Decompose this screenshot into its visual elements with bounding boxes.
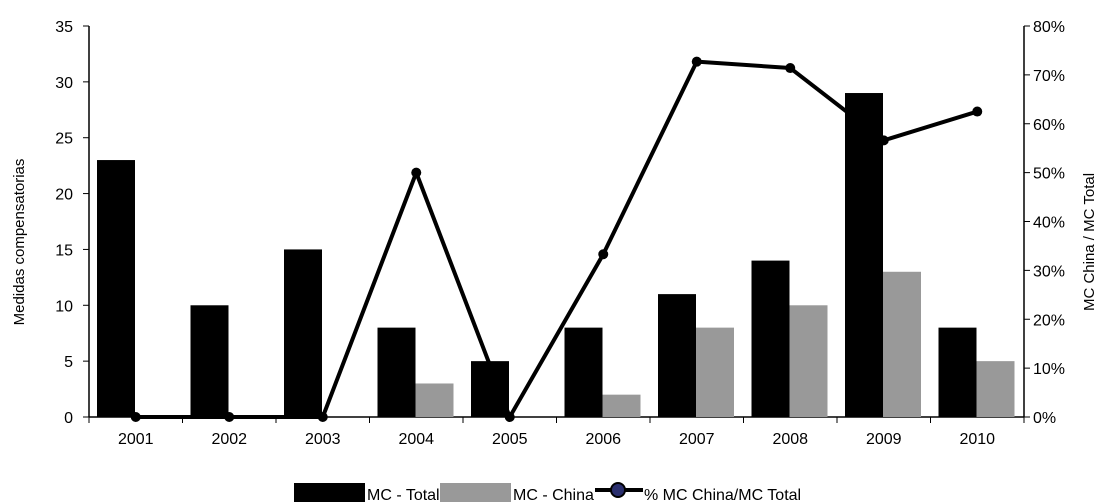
bar-mc-china bbox=[602, 394, 641, 417]
legend-swatch-mc-total bbox=[294, 483, 365, 502]
line-point bbox=[972, 106, 983, 117]
bar-mc-total bbox=[97, 160, 135, 418]
y-tick-label: 5 bbox=[64, 354, 73, 371]
legend-swatch-mc-china bbox=[440, 483, 511, 502]
legend: MC - Total MC - China % MC China/MC Tota… bbox=[294, 482, 801, 502]
x-tick-label: 2002 bbox=[211, 431, 247, 448]
line-point bbox=[317, 412, 328, 422]
y-tick-label: 30 bbox=[55, 75, 73, 92]
line-point bbox=[598, 249, 609, 260]
bar-mc-total bbox=[564, 327, 603, 417]
y2-tick-label: 20% bbox=[1033, 312, 1065, 329]
line-point bbox=[691, 56, 702, 67]
line-point bbox=[130, 412, 141, 422]
bar-mc-total bbox=[938, 327, 977, 417]
line-point bbox=[411, 167, 422, 178]
bar-mc-total bbox=[845, 93, 883, 418]
y-axis-title: Medidas compensatorias bbox=[11, 159, 28, 326]
legend-label-mc-china: MC - China bbox=[513, 487, 594, 502]
y-tick-label: 15 bbox=[55, 242, 73, 259]
x-tick-label: 2004 bbox=[398, 431, 434, 448]
bar-mc-china bbox=[789, 305, 828, 417]
bar-mc-china bbox=[976, 361, 1015, 417]
x-tick-label: 2001 bbox=[118, 431, 154, 448]
y2-tick-label: 50% bbox=[1033, 166, 1065, 183]
x-tick-label: 2009 bbox=[866, 431, 902, 448]
y2-tick-label: 40% bbox=[1033, 215, 1065, 232]
line-point bbox=[224, 412, 235, 422]
line-point bbox=[785, 63, 796, 74]
y2-tick-label: 10% bbox=[1033, 361, 1065, 378]
y2-tick-label: 60% bbox=[1033, 117, 1065, 134]
x-tick-label: 2010 bbox=[959, 431, 995, 448]
bar-mc-total bbox=[377, 327, 416, 417]
y2-axis-title: MC China / MC Total bbox=[1081, 173, 1098, 311]
y2-tick-label: 30% bbox=[1033, 263, 1065, 280]
x-tick-label: 2005 bbox=[492, 431, 528, 448]
line-point bbox=[504, 412, 515, 422]
y-tick-label: 20 bbox=[55, 187, 73, 204]
bar-mc-china bbox=[883, 271, 921, 417]
legend-label-pct: % MC China/MC Total bbox=[644, 487, 801, 502]
bar-mc-total bbox=[284, 249, 322, 417]
bar-mc-total bbox=[658, 294, 696, 417]
bar-mc-total bbox=[190, 305, 229, 417]
x-tick-label: 2007 bbox=[679, 431, 715, 448]
bar-mc-total bbox=[751, 260, 790, 417]
line-point bbox=[878, 135, 889, 146]
y2-tick-label: 0% bbox=[1033, 410, 1056, 427]
legend-swatch-marker bbox=[610, 482, 626, 498]
y-tick-label: 35 bbox=[55, 19, 73, 36]
legend-label-mc-total: MC - Total bbox=[367, 487, 440, 502]
y2-tick-label: 80% bbox=[1033, 19, 1065, 36]
y-tick-label: 10 bbox=[55, 298, 73, 315]
y-tick-label: 25 bbox=[55, 131, 73, 148]
line-pct-china bbox=[135, 59, 978, 419]
bar-mc-china bbox=[696, 327, 734, 417]
x-tick-label: 2003 bbox=[305, 431, 341, 448]
x-tick-label: 2006 bbox=[585, 431, 621, 448]
plot-area: 0 5 10 15 20 25 30 35 0% 10% 20% 30% 40% 50% 60% 70% 80%… bbox=[55, 19, 1065, 448]
y2-tick-label: 70% bbox=[1033, 68, 1065, 85]
y-tick-label: 0 bbox=[64, 410, 73, 427]
bar-mc-china bbox=[415, 383, 454, 417]
x-tick-label: 2008 bbox=[772, 431, 808, 448]
